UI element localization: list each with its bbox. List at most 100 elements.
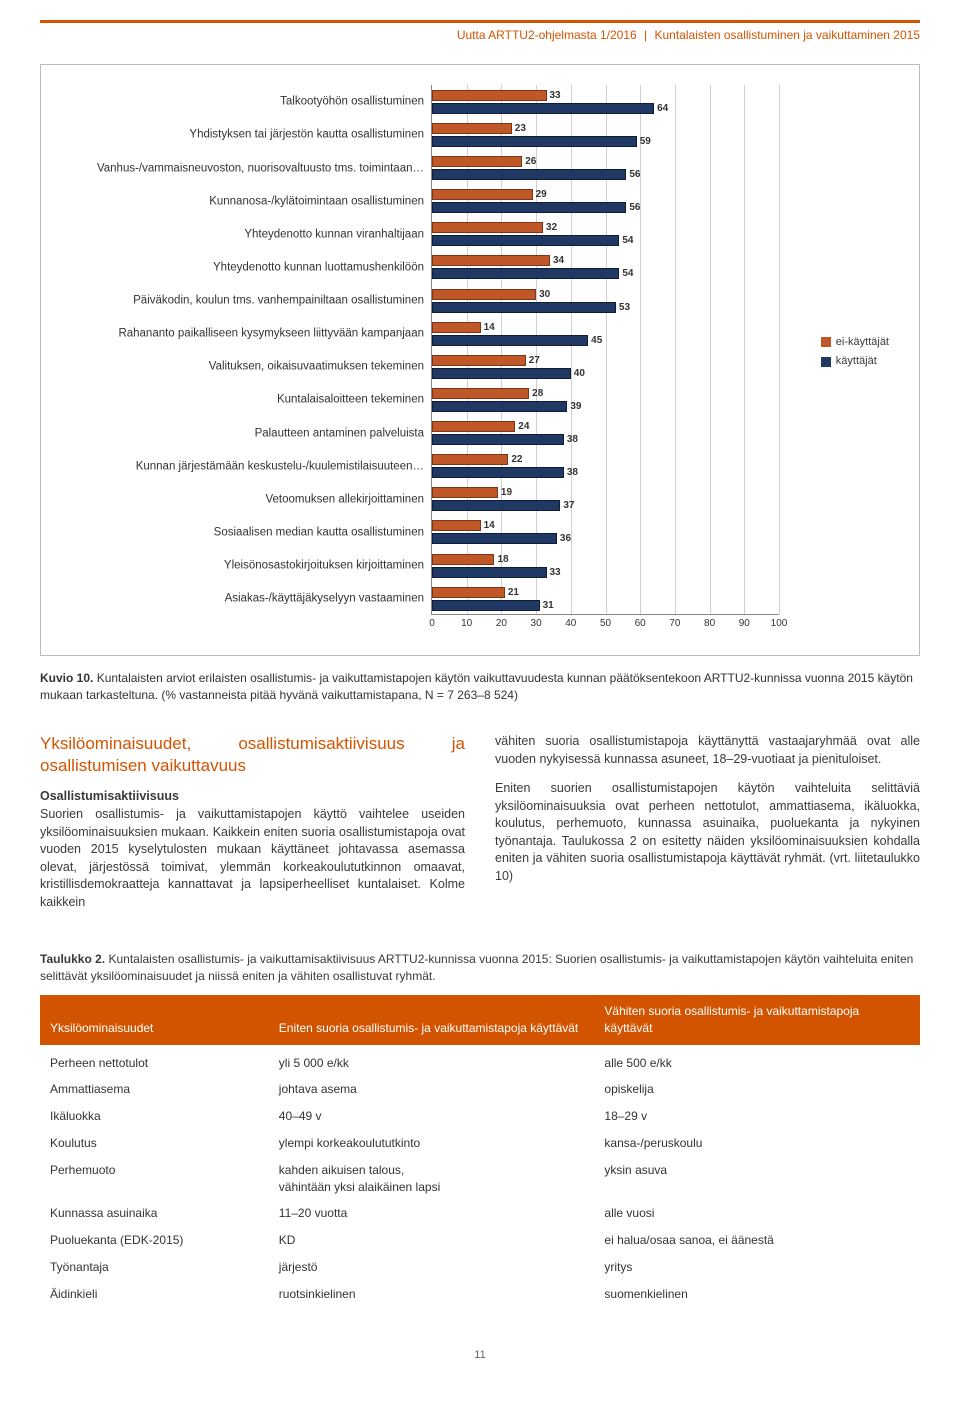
table-cell: ei halua/osaa sanoa, ei äänestä	[594, 1227, 920, 1254]
bar-value-label: 38	[564, 467, 578, 478]
bar-ei-kayttajat	[432, 520, 481, 531]
x-axis-tick: 20	[496, 614, 507, 631]
chart-row: Sosiaalisen median kautta osallistuminen…	[432, 518, 779, 547]
chart-category-label: Asiakas-/käyttäjäkyselyyn vastaaminen	[62, 593, 432, 606]
table-cell: Puoluekanta (EDK-2015)	[40, 1227, 269, 1254]
table-cell: yksin asuva	[594, 1157, 920, 1201]
chart-category-label: Kunnan järjestämään keskustelu-/kuulemis…	[62, 460, 432, 473]
legend-item: ei-käyttäjät	[821, 335, 889, 350]
table-cell: Perheen nettotulot	[40, 1045, 269, 1077]
chart-category-label: Sosiaalisen median kautta osallistuminen	[62, 526, 432, 539]
column-left: Yksilöominaisuudet, osallistumisaktiivis…	[40, 733, 465, 911]
bar-kayttajat	[432, 434, 564, 445]
bar-value-label: 36	[557, 533, 571, 544]
x-axis-tick: 40	[565, 614, 576, 631]
table-cell: Ammattiasema	[40, 1076, 269, 1103]
table-cell: Äidinkieli	[40, 1281, 269, 1308]
chart-category-label: Yhteydenotto kunnan luottamushenkilöön	[62, 261, 432, 274]
chart-row: Kuntalaisaloitteen tekeminen2839	[432, 386, 779, 415]
bar-kayttajat	[432, 335, 588, 346]
bar-value-label: 31	[540, 600, 554, 611]
legend-swatch	[821, 357, 831, 367]
bar-ei-kayttajat	[432, 487, 498, 498]
table-cell: yritys	[594, 1254, 920, 1281]
gridline	[779, 85, 780, 614]
section-heading: Yksilöominaisuudet, osallistumisaktiivis…	[40, 733, 465, 776]
chart-row: Päiväkodin, koulun tms. vanhempainiltaan…	[432, 287, 779, 316]
chart-row: Kunnan järjestämään keskustelu-/kuulemis…	[432, 452, 779, 481]
bar-kayttajat	[432, 401, 567, 412]
x-axis-tick: 50	[600, 614, 611, 631]
bar-ei-kayttajat	[432, 156, 522, 167]
body-paragraph: Eniten suorien osallistumistapojen käytö…	[495, 780, 920, 885]
header-separator: |	[640, 28, 651, 42]
x-axis-tick: 60	[635, 614, 646, 631]
figure-caption: Kuvio 10. Kuntalaisten arviot erilaisten…	[40, 670, 920, 704]
table-row: Kunnassa asuinaika11–20 vuottaalle vuosi	[40, 1200, 920, 1227]
bar-value-label: 53	[616, 302, 630, 313]
column-right: vähiten suoria osallistumistapoja käyttä…	[495, 733, 920, 911]
bar-value-label: 30	[536, 289, 550, 300]
bar-value-label: 54	[619, 235, 633, 246]
bar-kayttajat	[432, 202, 626, 213]
table-row: Ammattiasemajohtava asemaopiskelija	[40, 1076, 920, 1103]
bar-ei-kayttajat	[432, 222, 543, 233]
bar-value-label: 19	[498, 487, 512, 498]
bar-ei-kayttajat	[432, 322, 481, 333]
table-caption: Taulukko 2. Kuntalaisten osallistumis- j…	[40, 951, 920, 985]
table-row: Perhemuotokahden aikuisen talous,vähintä…	[40, 1157, 920, 1201]
x-axis-tick: 10	[461, 614, 472, 631]
chart-category-label: Kunnanosa-/kylätoimintaan osallistuminen	[62, 195, 432, 208]
table-cell: johtava asema	[269, 1076, 595, 1103]
chart-row: Yhteydenotto kunnan viranhaltijaan3254	[432, 220, 779, 249]
chart-row: Rahananto paikalliseen kysymykseen liitt…	[432, 320, 779, 349]
table-header-cell: Yksilöominaisuudet	[40, 995, 269, 1045]
table-cell: Perhemuoto	[40, 1157, 269, 1201]
bar-value-label: 39	[567, 401, 581, 412]
chart-category-label: Vetoomuksen allekirjoittaminen	[62, 493, 432, 506]
x-axis-tick: 80	[704, 614, 715, 631]
bar-ei-kayttajat	[432, 454, 508, 465]
body-columns: Yksilöominaisuudet, osallistumisaktiivis…	[40, 733, 920, 911]
bar-kayttajat	[432, 500, 560, 511]
subsection-heading: Osallistumisaktiivisuus	[40, 788, 465, 806]
bar-kayttajat	[432, 567, 547, 578]
bar-value-label: 40	[571, 368, 585, 379]
table-row: Ikäluokka40–49 v18–29 v	[40, 1103, 920, 1130]
table-cell: yli 5 000 e/kk	[269, 1045, 595, 1077]
caption-tail: (% vastanneista pitää hyvänä vaikuttamis…	[161, 688, 518, 702]
chart-row: Vetoomuksen allekirjoittaminen1937	[432, 485, 779, 514]
table-header-cell: Vähiten suoria osallistumis- ja vaikutta…	[594, 995, 920, 1045]
bar-kayttajat	[432, 235, 619, 246]
bar-kayttajat	[432, 600, 540, 611]
chart-row: Yhdistyksen tai järjestön kautta osallis…	[432, 121, 779, 150]
x-axis-tick: 90	[739, 614, 750, 631]
bar-value-label: 33	[547, 567, 561, 578]
table-row: Koulutusylempi korkeakoulututkintokansa-…	[40, 1130, 920, 1157]
bar-ei-kayttajat	[432, 355, 526, 366]
bar-kayttajat	[432, 533, 557, 544]
legend-label: ei-käyttäjät	[836, 335, 889, 350]
chart-row: Yhteydenotto kunnan luottamushenkilöön34…	[432, 253, 779, 282]
table-cell: 18–29 v	[594, 1103, 920, 1130]
bar-ei-kayttajat	[432, 90, 547, 101]
chart-category-label: Palautteen antaminen palveluista	[62, 427, 432, 440]
table-cell: järjestö	[269, 1254, 595, 1281]
bar-kayttajat	[432, 467, 564, 478]
bar-ei-kayttajat	[432, 189, 533, 200]
chart-row: Vanhus-/vammaisneuvoston, nuorisovaltuus…	[432, 154, 779, 183]
bar-kayttajat	[432, 302, 616, 313]
table-cell: ruotsinkielinen	[269, 1281, 595, 1308]
table-cell: 11–20 vuotta	[269, 1200, 595, 1227]
x-axis-tick: 70	[669, 614, 680, 631]
bar-value-label: 56	[626, 202, 640, 213]
table-header-row: Yksilöominaisuudet Eniten suoria osallis…	[40, 995, 920, 1045]
bar-kayttajat	[432, 103, 654, 114]
chart-row: Yleisönosastokirjoituksen kirjoittaminen…	[432, 552, 779, 581]
table-header-cell: Eniten suoria osallistumis- ja vaikuttam…	[269, 995, 595, 1045]
body-paragraph: vähiten suoria osallistumistapoja käyttä…	[495, 733, 920, 768]
chart-container: ei-käyttäjät käyttäjät 01020304050607080…	[40, 64, 920, 656]
bar-value-label: 56	[626, 169, 640, 180]
bar-value-label: 64	[654, 103, 668, 114]
bar-ei-kayttajat	[432, 421, 515, 432]
